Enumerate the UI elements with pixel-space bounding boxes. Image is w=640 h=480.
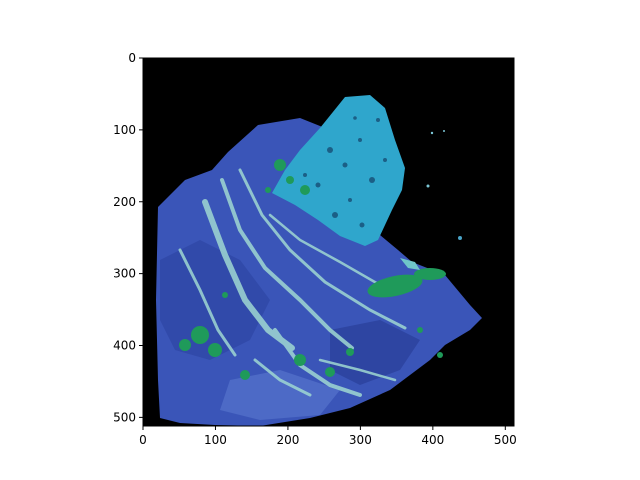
malachite-patches [179, 159, 446, 380]
y-tick-label: 300 [113, 267, 136, 281]
image-panel [143, 58, 514, 426]
x-tick-label: 0 [139, 433, 147, 447]
loose-fragments [400, 130, 462, 270]
y-tick-label: 100 [113, 123, 136, 137]
y-axis: 0 100 200 300 400 500 [113, 51, 143, 424]
cyan-chip [272, 95, 405, 246]
x-tick-label: 100 [204, 433, 227, 447]
chip-speckles [303, 116, 387, 228]
axes-frame [142, 57, 515, 427]
x-tick-label: 200 [276, 433, 299, 447]
x-tick-label: 500 [494, 433, 517, 447]
stone-shadow [160, 240, 270, 360]
x-tick-label: 400 [421, 433, 444, 447]
x-tick-label: 300 [349, 433, 372, 447]
x-axis: 0 100 200 300 400 500 [139, 426, 517, 447]
stone-highlight [220, 370, 340, 420]
mineral-veins [178, 168, 407, 397]
y-tick-label: 500 [113, 410, 136, 424]
y-tick-label: 200 [113, 195, 136, 209]
y-tick-label: 400 [113, 339, 136, 353]
y-tick-label: 0 [128, 51, 136, 65]
